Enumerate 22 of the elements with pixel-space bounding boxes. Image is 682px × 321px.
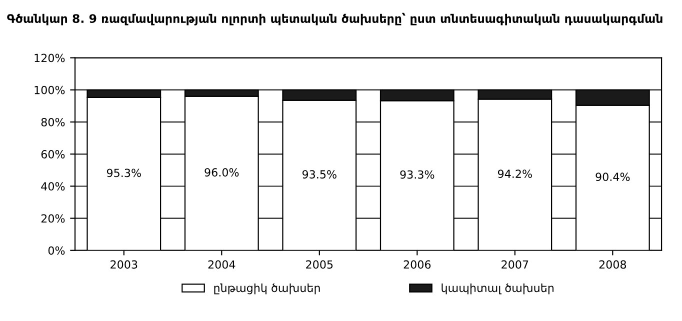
data-label: 93.3% [400, 170, 434, 179]
data-label: 94.2% [498, 170, 532, 178]
chart-title: Գծանկար 8. 9 ռազմավարության ոլորտի պետական ծախսերը՝ ըստ տնտեսագիտական դասակարգման [7, 12, 662, 26]
x-tick-label: 2003 [110, 260, 138, 269]
data-label: 93.5% [302, 170, 336, 179]
y-tick-label: 20% [41, 214, 65, 223]
y-tick-label: 120% [34, 54, 65, 62]
x-tick-label: 2004 [208, 260, 236, 269]
legend-label: կապիտալ ծախսեր [442, 283, 554, 294]
x-tick-label: 2007 [502, 260, 528, 269]
y-tick-label: 100% [34, 86, 65, 94]
data-label: 95.3% [106, 168, 141, 178]
x-tick-label: 2008 [599, 260, 626, 269]
y-tick-label: 80% [41, 118, 65, 126]
y-tick-label: 60% [41, 150, 65, 158]
legend-label: ընթացիկ ծախսեր [214, 283, 320, 294]
y-tick-label: 0% [48, 246, 65, 255]
y-tick-label: 40% [41, 182, 65, 191]
x-tick-label: 2005 [306, 260, 333, 269]
x-tick-label: 2006 [404, 260, 431, 269]
data-label: 90.4% [596, 172, 630, 182]
data-label: 96.0% [204, 168, 239, 177]
